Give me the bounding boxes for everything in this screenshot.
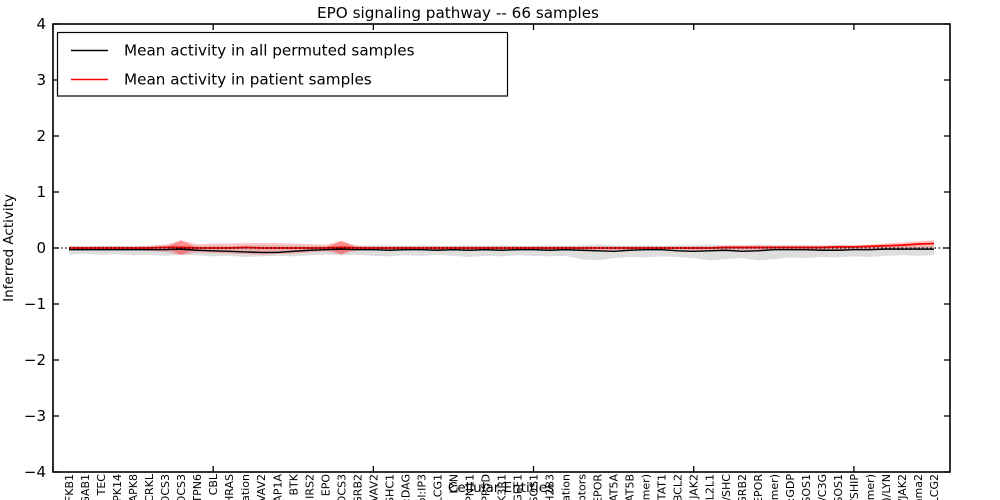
category-label: LYN/PLCgamma2: [912, 474, 925, 500]
y-tick-label: 3: [36, 71, 46, 89]
series-line-permuted: [69, 248, 934, 254]
category-label: TEC/VAV2: [367, 474, 380, 500]
category-label: STAT5 (dimer): [864, 474, 877, 500]
y-axis-label: Inferred Activity: [1, 194, 17, 302]
category-label: mol:IP3: [415, 474, 428, 500]
category-label: STAT5B: [624, 474, 637, 500]
category-label: MAPK8: [127, 474, 140, 500]
category-label: STAT1: [656, 474, 669, 500]
category-label: TEC/VAV2/GRB2: [736, 474, 749, 500]
category-label: GAB1/SHIP/PIK3R1/SHP2/SHC: [720, 474, 733, 500]
category-label: VAV2: [255, 474, 268, 500]
category-label: SOS1: [528, 474, 541, 500]
category-label: CRKL/CBL/C3G: [816, 474, 829, 500]
category-label: EPO: [319, 474, 332, 497]
category-label: MAPK14: [111, 474, 124, 500]
category-label: BCL2: [672, 474, 685, 500]
y-tick-label: 0: [36, 239, 46, 257]
chart-title: EPO signaling pathway -- 66 samples: [317, 4, 599, 22]
x-axis-label: Cellular Entities: [448, 480, 554, 496]
category-label: EPO/EPOR (dimer)/JAK2: [896, 474, 909, 500]
category-label: LYN: [447, 474, 460, 494]
category-label: EPO/EPOR (dimer)/SOCS3: [335, 474, 348, 500]
category-label: mol:DAG: [399, 474, 412, 500]
legend-label-patient: Mean activity in patient samples: [124, 71, 372, 89]
y-tick-label: −1: [24, 295, 46, 313]
category-label: EPO/EPOR (dimer)/LYN: [880, 474, 893, 500]
category-label: RAP1A: [271, 474, 284, 500]
category-label: TEC: [95, 474, 108, 497]
category-label: INPP5D: [479, 474, 492, 500]
category-label: GAB1: [79, 474, 92, 500]
category-label: RAPGEF1: [512, 474, 525, 500]
category-label: mol:GDP: [784, 474, 797, 500]
category-label: GRB2: [351, 474, 364, 500]
legend-box: [56, 31, 509, 97]
category-label: EPO/EPOR: [752, 474, 765, 500]
legend-label-permuted: Mean activity in all permuted samples: [124, 42, 415, 60]
category-label: PLCG2: [928, 474, 941, 500]
category-label: PLCG1: [431, 474, 444, 500]
category-label: SOCS3: [175, 474, 188, 500]
category-label: EPO/EPOR (dimer): [768, 474, 781, 500]
category-label: GAB1/SHC/GRB2/SOS1: [800, 474, 813, 500]
legend: Mean activity in all permuted samples Me…: [56, 31, 509, 97]
category-label: PTPN6: [191, 474, 204, 500]
category-label: IRS2: [303, 474, 316, 499]
category-label: PTPN11: [463, 474, 476, 500]
category-label: BCL2L1: [704, 474, 717, 500]
category-label: PIK3R1: [496, 474, 509, 500]
category-label: SHC/Grb2/SOS1: [832, 474, 845, 500]
category-label: EPO/EPOR (dimer)/JAK2/SOCS3: [159, 474, 172, 500]
category-label: SHC1: [383, 474, 396, 500]
y-tick-label: 2: [36, 127, 46, 145]
category-label: cell proliferation: [239, 474, 252, 500]
y-tick-label: −3: [24, 407, 46, 425]
y-tick-label: −4: [24, 463, 46, 481]
y-tick-label: −2: [24, 351, 46, 369]
category-label: STAT1 (dimer): [640, 474, 653, 500]
category-label: BTK: [287, 473, 300, 495]
axes-frame: [52, 23, 951, 473]
category-label: SH2B3: [544, 474, 557, 500]
category-label: CRKL: [143, 473, 156, 500]
category-label: NFKB1: [63, 474, 76, 500]
category-label: JAK2: [688, 474, 701, 500]
category-label: elevation of cytosolic calcium ion conce…: [560, 474, 573, 500]
category-label: EPOR/TRPC2/IP3 Receptors: [576, 474, 589, 500]
y-tick-label: 1: [36, 183, 46, 201]
category-label: PI3K regualtory subunit polypeptide 1/IR…: [848, 474, 861, 500]
category-label: CBL: [207, 473, 220, 495]
category-label: EPOR: [592, 474, 605, 500]
category-label: STAT5A: [608, 474, 621, 500]
category-label: HRAS: [223, 474, 236, 500]
y-tick-label: 4: [36, 15, 46, 33]
